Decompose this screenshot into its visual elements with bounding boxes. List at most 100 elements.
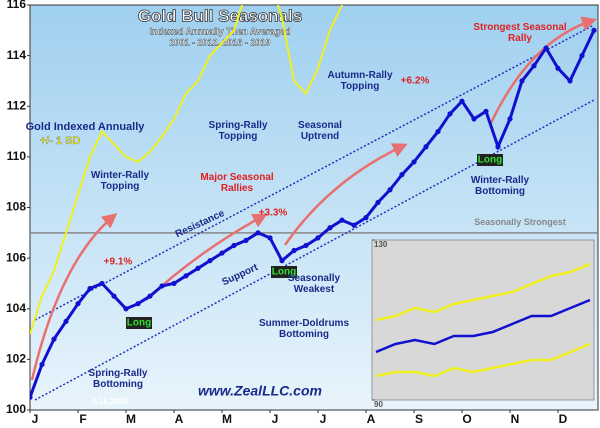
series-point (147, 293, 153, 299)
y-tick-label: 104 (6, 301, 26, 315)
series-point (567, 78, 573, 84)
y-tick-label: 110 (7, 149, 27, 163)
chart-subtitle: Indexed Annually Then Averaged (149, 26, 290, 36)
series-line (30, 29, 596, 398)
annotation: Major Seasonal Rallies (200, 172, 274, 194)
series-point (411, 159, 417, 165)
label-box (477, 154, 503, 166)
series-point (327, 225, 333, 231)
series-point (543, 45, 549, 51)
x-tick-label: D (559, 412, 568, 426)
series-point (591, 27, 597, 33)
website: www.ZealLLC.com (198, 383, 322, 399)
annotation: Strongest Seasonal Rally (473, 22, 567, 44)
annotation: Spring-Rally Bottoming (89, 368, 148, 390)
series-point (111, 293, 117, 299)
annotation: Summer-Doldrums Bottoming (259, 318, 349, 340)
chart-subtitle: 2001 - 2012, 2016 - 2019 (169, 37, 270, 47)
annotation: +9.1% (104, 257, 133, 268)
inset-line (375, 342, 591, 378)
series-point (351, 222, 357, 228)
series-point (30, 394, 33, 400)
series-point (231, 242, 237, 249)
x-tick-label: J (32, 412, 39, 426)
series-point (579, 53, 585, 59)
y-tick-label: 114 (7, 48, 27, 62)
x-tick-label: J (272, 412, 279, 426)
series-point (207, 258, 213, 264)
annotation: Long (127, 318, 151, 329)
series-point (291, 247, 297, 254)
series-point (339, 217, 345, 223)
series-point (447, 111, 453, 117)
annotation: +3.3% (259, 208, 288, 219)
series-group (30, 5, 597, 400)
legend-entry: +/- 1 SD (40, 135, 81, 147)
series-point (123, 306, 129, 312)
series-point (243, 237, 249, 244)
reference-label: Seasonally Strongest (474, 217, 566, 227)
series-point (507, 116, 513, 122)
annotation: Seasonally Weakest (288, 273, 341, 295)
series-point (159, 283, 165, 289)
channel-line (34, 24, 595, 321)
annotation: Seasonal Uptrend (298, 120, 342, 142)
label-box (271, 266, 297, 278)
annotation: Long (272, 267, 296, 278)
inset-line (375, 262, 591, 322)
annotation: Long (478, 155, 502, 166)
series-point (399, 171, 405, 178)
series-point (87, 285, 93, 292)
y-tick-label: 106 (6, 250, 26, 264)
date: 9.16.2020 (92, 397, 128, 406)
label-box (126, 317, 152, 329)
channel-line (34, 99, 595, 401)
y-tick-label: 100 (6, 402, 26, 416)
x-tick-label: J (320, 412, 327, 426)
y-tick-label: 116 (7, 0, 27, 11)
y-tick-label: 112 (7, 98, 27, 112)
series-point (423, 144, 429, 150)
series-point (219, 250, 225, 256)
series-point (51, 336, 57, 342)
series-point (531, 63, 537, 69)
series-point (63, 318, 69, 325)
y-tick-label: 102 (6, 352, 26, 366)
inset-tick-label: 130 (374, 240, 388, 249)
series-point (363, 215, 369, 221)
inset-line (375, 298, 591, 354)
series-point (135, 301, 141, 307)
series-point (435, 128, 441, 135)
series-point (183, 273, 189, 279)
legend-entry: Gold Indexed Annually (26, 121, 146, 133)
series-point (483, 108, 489, 114)
series-point (375, 199, 381, 206)
series-point (471, 116, 477, 122)
inset-tick-label: 90 (374, 400, 383, 409)
x-tick-label: M (126, 412, 136, 426)
x-tick-label: M (222, 412, 232, 426)
series-point (195, 265, 201, 271)
rally-arrow (283, 143, 408, 246)
series-point (387, 187, 393, 193)
series-point (39, 361, 45, 368)
series-line (30, 5, 344, 335)
series-point (171, 280, 177, 287)
series-point (315, 235, 321, 241)
series-point (279, 258, 285, 264)
series-point (459, 98, 465, 104)
series-point (495, 144, 501, 150)
inset-area (371, 239, 595, 401)
channel (30, 16, 597, 401)
x-tick-label: S (415, 412, 423, 426)
x-tick-label: A (175, 412, 184, 426)
x-tick-label: O (462, 412, 471, 426)
series-point (519, 78, 525, 84)
rally-arrow (488, 16, 597, 126)
x-tick-label: N (511, 412, 520, 426)
y-tick-label: 108 (6, 200, 26, 214)
chart-title: Gold Bull Seasonals (138, 6, 302, 25)
series-point (75, 301, 81, 307)
series-point (555, 65, 561, 71)
